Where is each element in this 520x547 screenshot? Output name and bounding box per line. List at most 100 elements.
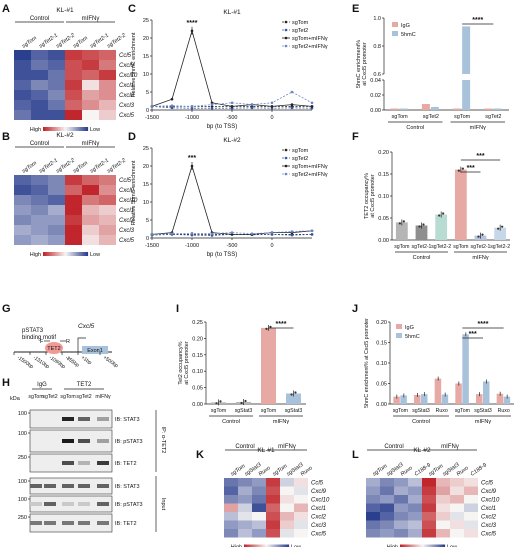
heatmap-cell	[436, 495, 450, 504]
blot-label: IB: pSTAT3	[115, 439, 143, 445]
blot-label: IB: TET2	[115, 521, 137, 527]
series-line-1	[151, 106, 313, 109]
heatmap-cell	[65, 235, 82, 245]
kda-marker: 250	[18, 515, 27, 521]
legend-label: IgG	[401, 23, 410, 29]
y-tick-label: 10	[143, 72, 149, 78]
heatmap-column-label: sgTom	[272, 463, 289, 478]
heatmap-cell	[14, 175, 31, 185]
bar-5hmc	[462, 334, 469, 404]
y-tick-label: 25	[143, 18, 149, 24]
heatmap-cell	[65, 185, 82, 195]
heatmap-cell	[48, 60, 65, 70]
heatmap-cell	[450, 503, 464, 512]
group-ifng-label: mIFNγ	[273, 419, 289, 425]
data-point	[477, 235, 480, 238]
motif-label: pSTAT3	[22, 328, 44, 334]
y-tick-label: 5	[146, 90, 149, 96]
colorbar-segment	[46, 252, 48, 256]
heatmap-cell	[48, 50, 65, 60]
y-axis-label: Tet2 occupancy%	[178, 341, 184, 384]
heatmap-cell	[394, 503, 408, 512]
colorbar-segment	[46, 127, 48, 131]
colorbar-segment	[266, 544, 269, 547]
group-ifng-label: mIFNγ	[470, 125, 486, 131]
heatmap-cell	[252, 512, 266, 521]
primer-f-label: F	[40, 339, 44, 345]
heatmap-cell	[31, 205, 48, 215]
group-control-label: Control	[30, 141, 49, 147]
heatmap-cell	[366, 503, 380, 512]
data-point	[294, 391, 297, 394]
heatmap-cell	[31, 195, 48, 205]
heatmap-cell	[48, 215, 65, 225]
colorbar-segment	[422, 544, 425, 547]
lane-label: sgTet2	[76, 394, 91, 400]
panel-label-f: F	[352, 131, 359, 143]
colorbar-segment	[50, 127, 53, 131]
heatmap-cell	[31, 70, 48, 80]
y-tick-label: 0.15	[378, 172, 389, 178]
heatmap-cell	[266, 520, 280, 529]
line-chart-title: KL-#1	[223, 9, 241, 16]
y-axis-label: at Cxcl5 promoter	[370, 174, 376, 218]
heatmap-cell	[294, 512, 308, 521]
bar-5hmc	[441, 394, 449, 404]
bar	[494, 227, 507, 240]
heatmap-cell	[224, 529, 238, 538]
series-point	[270, 105, 274, 108]
series-point	[150, 105, 154, 108]
heatmap-row-label: Cxcl9	[119, 63, 135, 69]
series-point	[310, 101, 314, 105]
blot-band	[62, 484, 74, 488]
series-line-2	[151, 29, 313, 107]
bar	[286, 393, 301, 404]
heatmap-cell	[380, 478, 394, 487]
y-tick-label: 25	[143, 146, 149, 152]
blot-label: IB: STAT3	[115, 417, 140, 423]
heatmap-cell	[82, 80, 99, 90]
colorbar-segment	[68, 252, 71, 256]
legend-marker	[284, 172, 288, 176]
heatmap-row-label: Cxcl5	[119, 113, 135, 119]
bar-igg	[476, 394, 483, 404]
data-point	[418, 225, 421, 228]
legend-label: 5hmC	[405, 334, 420, 340]
heatmap-cell	[65, 225, 82, 235]
colorbar-segment	[263, 544, 266, 547]
heatmap-cell	[99, 50, 116, 60]
x-category-label: sgTom	[455, 408, 470, 414]
colorbar-segment	[56, 252, 59, 256]
heatmap-row-label: Cxcl5	[481, 531, 497, 537]
series-point	[210, 106, 214, 110]
heatmap-cell	[464, 520, 478, 529]
heatmap-cell	[408, 520, 422, 529]
heatmap-cell	[14, 50, 31, 60]
y-tick-label: 0.20	[192, 336, 203, 342]
heatmap-cell	[48, 80, 65, 90]
heatmap-cell	[380, 512, 394, 521]
colorbar-segment	[64, 252, 66, 256]
heatmap-cell	[408, 512, 422, 521]
colorbar-segment	[62, 127, 65, 131]
heatmap-cell	[31, 50, 48, 60]
colorbar-segment	[79, 127, 81, 131]
data-point	[240, 401, 243, 405]
heatmap-cell	[48, 110, 65, 120]
heatmap-cell	[238, 520, 252, 529]
heatmap-cell	[422, 520, 436, 529]
heatmap-row-label: Cxcl3	[311, 523, 327, 529]
exon-label: Exon1	[87, 348, 103, 354]
series-point	[230, 233, 234, 236]
panel-label-j: J	[352, 303, 358, 315]
heatmap-cell	[436, 478, 450, 487]
heatmap-cell	[266, 529, 280, 538]
heatmap-cell	[464, 512, 478, 521]
heatmap-cell	[280, 512, 294, 521]
heatmap-row-label: Cxcl10	[481, 497, 500, 503]
x-category-label: sgStat3	[235, 408, 253, 414]
heatmap-cell	[99, 235, 116, 245]
heatmap-cell	[99, 60, 116, 70]
heatmap-cell	[422, 529, 436, 538]
bar	[395, 222, 408, 240]
